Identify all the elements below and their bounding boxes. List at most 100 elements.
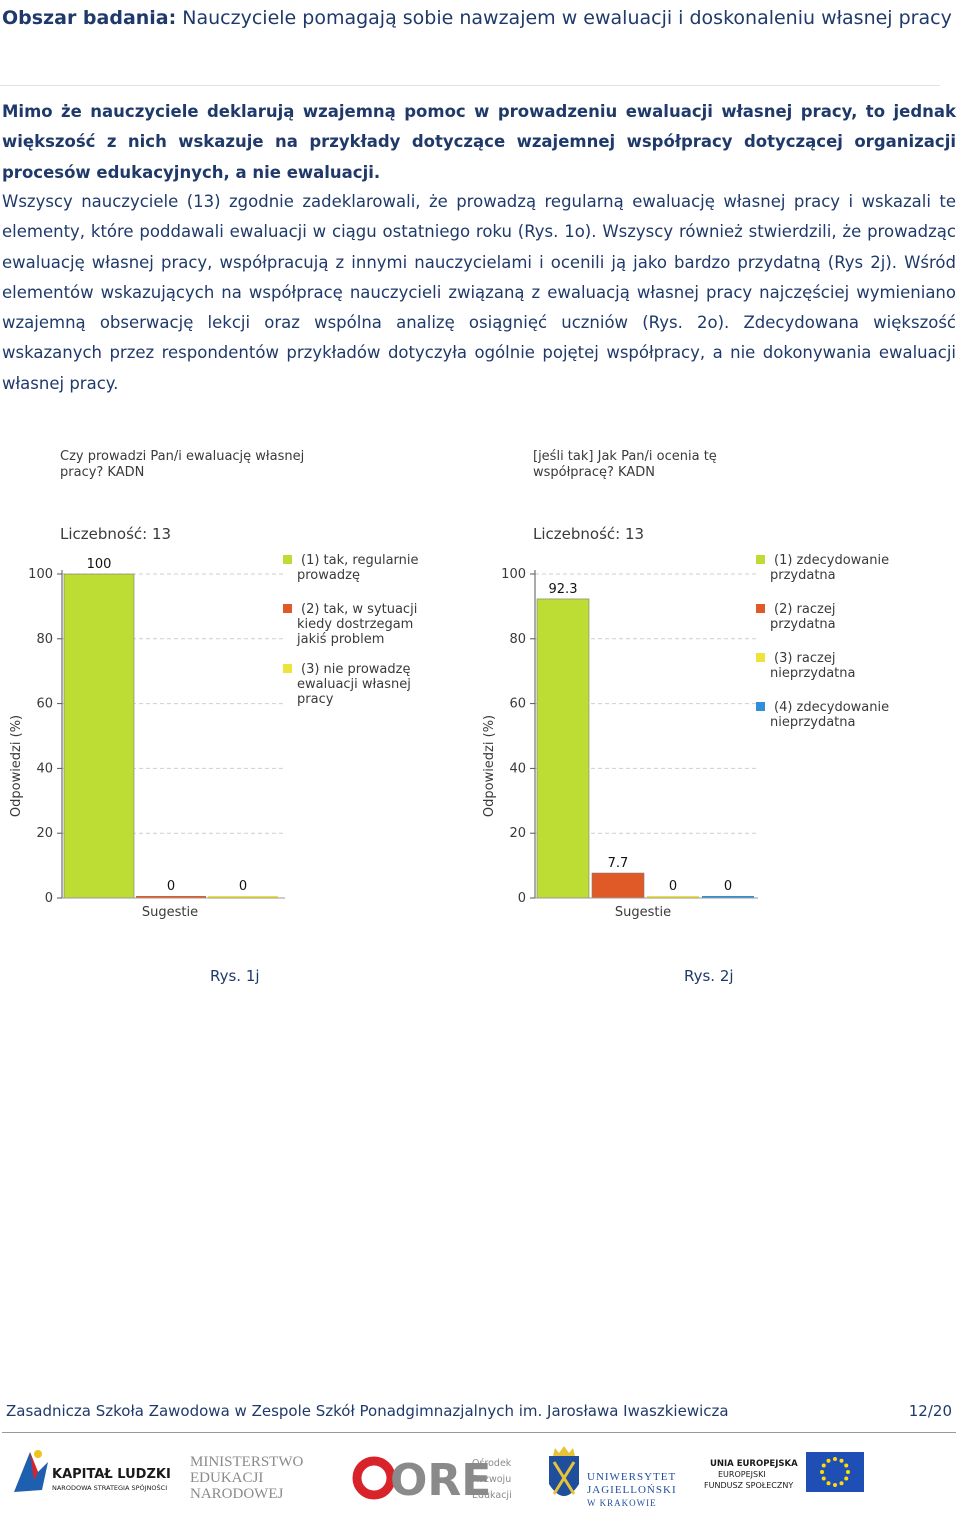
eu-star: [826, 1481, 831, 1486]
chart-data-label: 100: [87, 557, 112, 572]
eu-star: [821, 1476, 826, 1481]
chart-y-tick-label: 100: [28, 567, 53, 582]
heading-label: Obszar badania:: [2, 7, 177, 29]
chart-title-line: pracy? KADN: [60, 465, 144, 480]
legend-swatch: [283, 604, 292, 613]
page-number: 12/20: [908, 1402, 952, 1420]
chart-y-tick-label: 80: [509, 632, 526, 647]
eu-star: [826, 1458, 831, 1463]
uj-logo: UNIWERSYTET JAGIELLOŃSKI W KRAKOWIE: [549, 1446, 677, 1508]
eu-line-1: UNIA EUROPEJSKA: [710, 1459, 798, 1469]
eu-line-3: FUNDUSZ SPOŁECZNY: [704, 1481, 793, 1490]
chart-title-line: współpracę? KADN: [533, 465, 655, 480]
ore-line-2: Rozwoju: [472, 1474, 511, 1485]
legend-label-line: (3) nie prowadzę: [301, 662, 410, 677]
chart-x-axis-label: Sugestie: [142, 905, 198, 920]
chart-1j: Czy prowadzi Pan/i ewaluację własnej prac…: [0, 440, 470, 930]
chart-bar: [63, 573, 135, 899]
figure-caption-2j: Rys. 2j: [684, 967, 734, 985]
legend-label-line: ewaluacji własnej: [297, 677, 411, 692]
legend-label-line: (2) tak, w sytuacji: [301, 602, 417, 617]
chart-y-tick-label: 40: [509, 761, 526, 776]
chart-y-tick-label: 100: [501, 567, 526, 582]
chart-y-tick-label: 60: [36, 697, 53, 712]
chart-y-tick-label: 20: [36, 826, 53, 841]
legend-swatch: [756, 604, 765, 613]
chart-title-line: Czy prowadzi Pan/i ewaluację własnej: [60, 449, 304, 464]
chart-bar: [591, 872, 645, 899]
men-line-2: EDUKACJI: [190, 1470, 263, 1486]
chart-bar: [136, 896, 206, 898]
kapital-ludzki-title: KAPITAŁ LUDZKI: [52, 1467, 171, 1482]
men-logo: MINISTERSTWO EDUKACJI NARODOWEJ: [190, 1454, 303, 1502]
chart-y-tick-label: 0: [518, 891, 526, 906]
eu-star: [839, 1458, 844, 1463]
chart-bar: [536, 598, 590, 899]
figure-caption-1j: Rys. 1j: [210, 967, 260, 985]
legend-label-line: kiedy dostrzegam: [297, 617, 413, 632]
chart-2j: [jeśli tak] Jak Pan/i ocenia tę współprac…: [473, 440, 943, 930]
men-line-3: NARODOWEJ: [190, 1486, 283, 1502]
chart-y-axis-label: Odpowiedzi (%): [9, 715, 24, 817]
uj-crown: [553, 1446, 575, 1456]
uj-line-3: W KRAKOWIE: [587, 1498, 657, 1508]
eu-stars-icon: [820, 1457, 850, 1487]
chart-data-label: 0: [239, 879, 247, 894]
legend-swatch: [283, 555, 292, 564]
legend-label-line: prowadzę: [297, 568, 360, 583]
eu-star: [846, 1470, 850, 1474]
kapital-ludzki-mark-red: [30, 1452, 38, 1480]
legend-label-line: (4) zdecydowanie: [774, 700, 889, 715]
kapital-ludzki-subtitle: NARODOWA STRATEGIA SPÓJNOŚCI: [52, 1483, 167, 1492]
eu-star: [833, 1457, 837, 1461]
uj-line-2: JAGIELLOŃSKI: [587, 1484, 677, 1496]
kapital-ludzki-logo: KAPITAŁ LUDZKI NARODOWA STRATEGIA SPÓJNO…: [14, 1450, 171, 1492]
sponsor-logos: KAPITAŁ LUDZKI NARODOWA STRATEGIA SPÓJNO…: [0, 1440, 960, 1520]
legend-label-line: (1) zdecydowanie: [774, 553, 889, 568]
legend-label-line: (2) raczej: [774, 602, 835, 617]
page-footer: Zasadnicza Szkoła Zawodowa w Zespole Szk…: [6, 1402, 952, 1420]
chart-y-tick-label: 40: [36, 761, 53, 776]
chart-data-label: 92.3: [549, 582, 578, 597]
legend-label-line: przydatna: [770, 617, 836, 632]
ore-mark: ORE: [390, 1455, 491, 1506]
kapital-ludzki-mark-blue: [14, 1452, 48, 1492]
legend-swatch: [283, 664, 292, 673]
legend-swatch: [756, 653, 765, 662]
section-heading: Obszar badania: Nauczyciele pomagają sob…: [2, 0, 952, 36]
eu-star: [820, 1470, 824, 1474]
chart-bar: [702, 896, 754, 898]
heading-divider: [0, 85, 940, 86]
ore-logo: ORE Ośrodek Rozwoju Edukacji: [352, 1455, 512, 1506]
legend-label-line: nieprzydatna: [770, 715, 855, 730]
uj-line-1: UNIWERSYTET: [587, 1471, 676, 1483]
legend-swatch: [756, 555, 765, 564]
chart-data-label: 7.7: [608, 856, 629, 871]
summary-paragraph: Mimo że nauczyciele deklarują wzajemną p…: [2, 102, 956, 182]
legend-label-line: przydatna: [770, 568, 836, 583]
chart-y-tick-label: 60: [509, 697, 526, 712]
chart-y-tick-label: 80: [36, 632, 53, 647]
chart-count-label: Liczebność: 13: [533, 525, 644, 543]
legend-swatch: [756, 702, 765, 711]
chart-x-axis-label: Sugestie: [615, 905, 671, 920]
legend-label-line: (3) raczej: [774, 651, 835, 666]
chart-bar: [647, 896, 699, 898]
uj-keys: [552, 1461, 576, 1495]
chart-y-axis-label: Odpowiedzi (%): [482, 715, 497, 817]
eu-star: [844, 1463, 849, 1468]
footer-school-name: Zasadnicza Szkoła Zawodowa w Zespole Szk…: [6, 1402, 729, 1420]
heading-text: Nauczyciele pomagają sobie nawzajem w ew…: [182, 7, 952, 29]
eu-logo: UNIA EUROPEJSKA EUROPEJSKI FUNDUSZ SPOŁE…: [704, 1452, 864, 1492]
chart-count-label: Liczebność: 13: [60, 525, 171, 543]
ore-line-3: Edukacji: [472, 1490, 512, 1501]
chart-y-tick-label: 20: [509, 826, 526, 841]
chart-y-tick-label: 0: [45, 891, 53, 906]
chart-title-line: [jeśli tak] Jak Pan/i ocenia tę: [533, 449, 717, 464]
kapital-ludzki-star: [34, 1450, 42, 1458]
legend-label-line: pracy: [297, 692, 334, 707]
eu-star: [839, 1481, 844, 1486]
body-paragraph: Wszyscy nauczyciele (13) zgodnie zadekla…: [2, 192, 956, 393]
ore-ring: [352, 1456, 396, 1500]
chart-data-label: 0: [167, 879, 175, 894]
